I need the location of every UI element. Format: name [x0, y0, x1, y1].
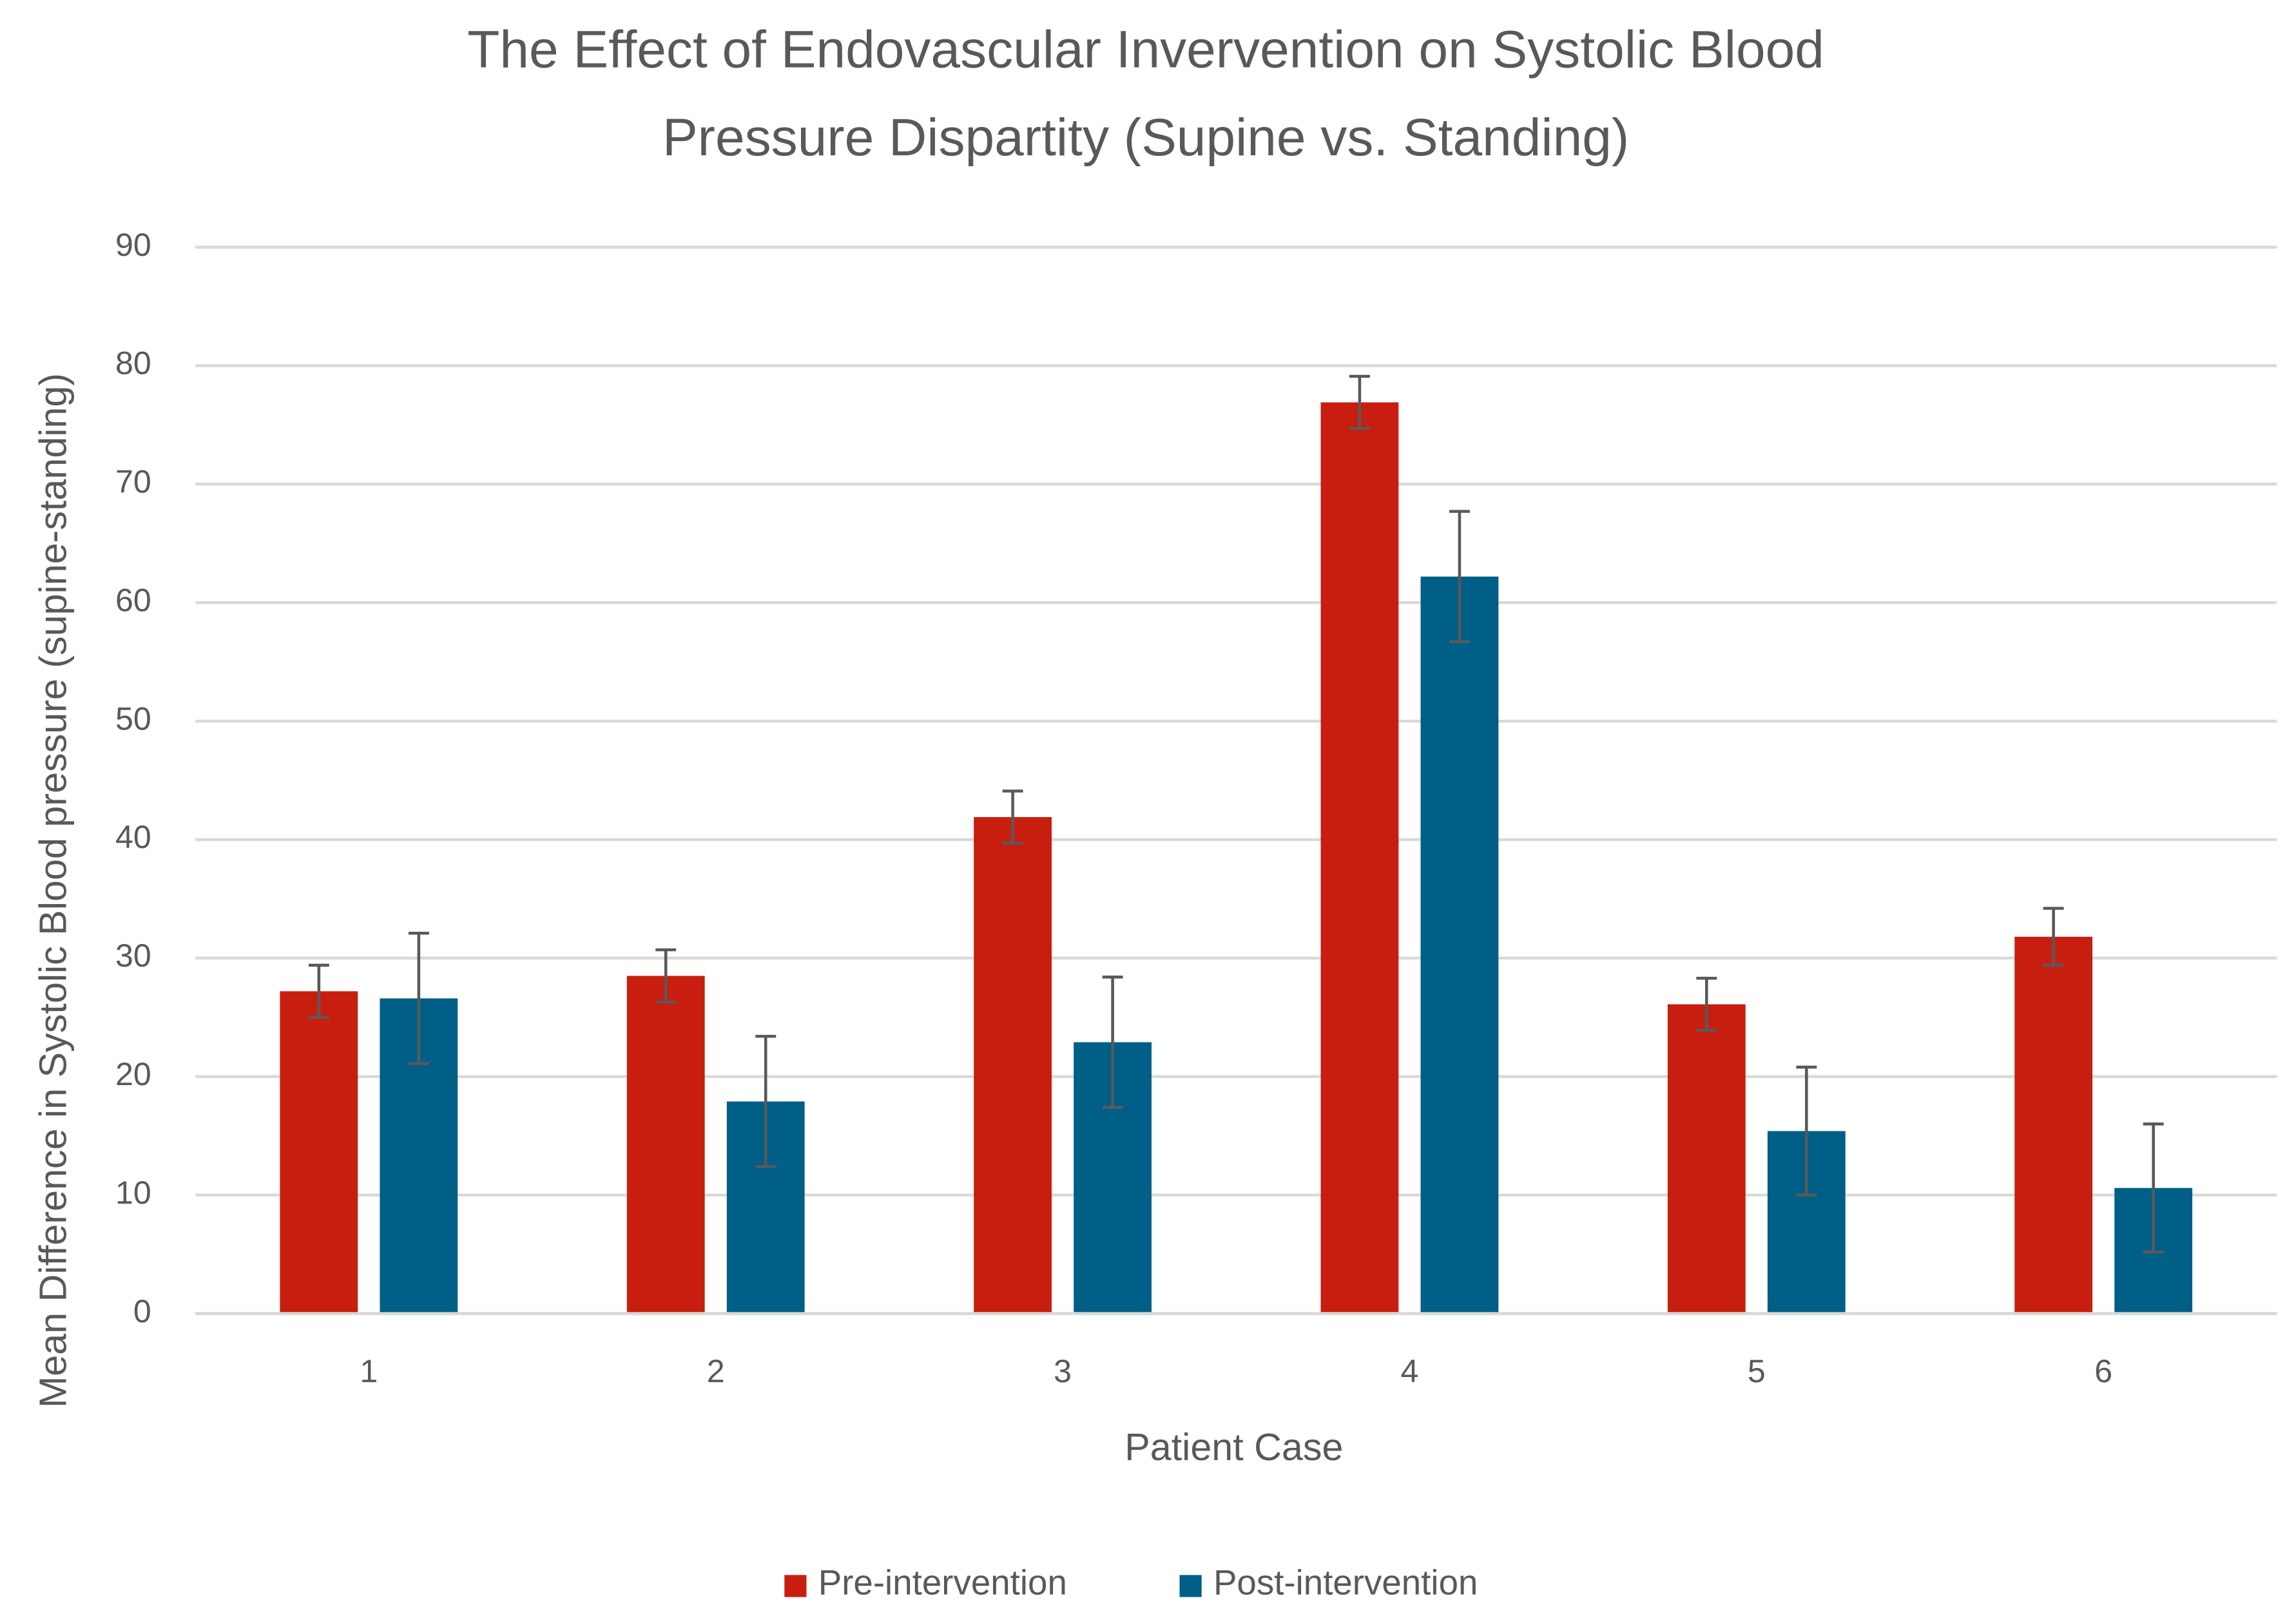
error-bar [1449, 510, 1470, 644]
legend-swatch [784, 1575, 807, 1597]
error-bar [655, 948, 677, 1004]
bar [974, 817, 1052, 1314]
y-tick-label: 60 [115, 582, 151, 618]
y-tick-label: 20 [115, 1056, 151, 1092]
legend-label: Pre-intervention [818, 1563, 1067, 1603]
x-tick-label: 3 [1054, 1353, 1072, 1389]
bar [1420, 576, 1499, 1314]
x-tick-label: 1 [360, 1353, 378, 1389]
error-bar [308, 963, 329, 1019]
x-tick-label: 2 [707, 1353, 725, 1389]
y-axis-title: Mean Difference in Systolic Blood pressu… [31, 373, 74, 1408]
error-bar [408, 931, 429, 1065]
bar [1320, 402, 1399, 1314]
y-tick-label: 0 [133, 1293, 151, 1329]
chart-title: The Effect of Endovascular Invervention … [467, 20, 1824, 79]
error-bar [1696, 976, 1717, 1032]
bar [280, 991, 358, 1314]
x-tick-label: 6 [2094, 1353, 2112, 1389]
error-bar [1796, 1065, 1817, 1197]
x-tick-label: 5 [1748, 1353, 1766, 1389]
bar [2014, 936, 2093, 1314]
error-bar [1002, 789, 1023, 845]
x-tick-label: 4 [1401, 1353, 1419, 1389]
y-tick-label: 30 [115, 938, 151, 974]
legend-label: Post-intervention [1213, 1563, 1478, 1603]
error-bar [2043, 907, 2064, 967]
x-axis-title: Patient Case [1124, 1425, 1343, 1469]
bar [626, 976, 705, 1314]
chart-title: Pressure Dispartity (Supine vs. Standing… [662, 108, 1629, 167]
error-bar [2143, 1122, 2164, 1254]
bar [1667, 1004, 1746, 1314]
y-tick-label: 10 [115, 1175, 151, 1211]
y-tick-label: 90 [115, 227, 151, 263]
error-bar [1102, 976, 1123, 1109]
y-tick-label: 50 [115, 700, 151, 737]
legend-swatch [1179, 1575, 1202, 1597]
y-tick-label: 40 [115, 819, 151, 855]
error-bar [1349, 374, 1370, 430]
error-bar [755, 1034, 777, 1168]
y-tick-label: 80 [115, 345, 151, 381]
y-tick-label: 70 [115, 464, 151, 500]
